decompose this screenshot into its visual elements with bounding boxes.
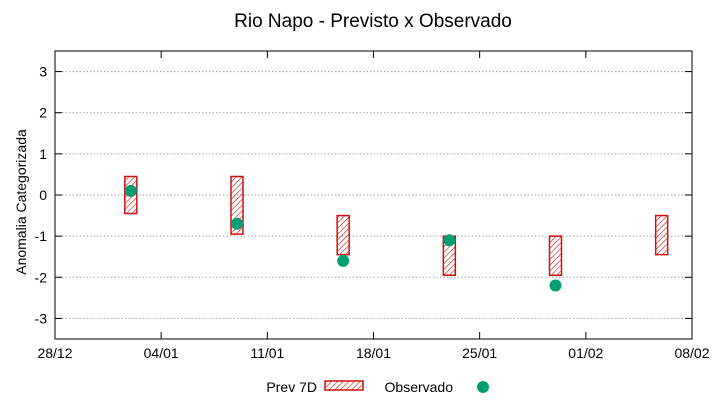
observed-point [124, 184, 137, 197]
y-tick-label: -3 [35, 310, 48, 326]
chart-title: Rio Napo - Previsto x Observado [234, 11, 512, 32]
x-axis: 28/12 04/01 11/01 18/01 25/01 01/02 08/02 [37, 51, 710, 361]
y-tick-label: 2 [39, 105, 47, 121]
y-tick-label: -2 [35, 269, 48, 285]
legend-marker-observado [477, 381, 489, 393]
legend-swatch-prev-7d [324, 380, 364, 391]
y-axis-label: Anomalia Categorizada [13, 129, 29, 275]
forecast-range-box [548, 235, 563, 276]
forecast-range-series [124, 175, 669, 276]
legend: Prev 7D Observado [266, 379, 489, 395]
legend-label-prev-7d: Prev 7D [266, 379, 317, 395]
x-tick-label: 08/02 [674, 345, 709, 361]
y-axis: 3 2 1 0 -1 -2 -3 [35, 64, 692, 326]
x-tick-label: 28/12 [37, 345, 72, 361]
x-tick-label: 11/01 [250, 345, 284, 361]
x-tick-label: 04/01 [144, 345, 179, 361]
x-tick-label: 25/01 [462, 345, 497, 361]
legend-label-observado: Observado [385, 379, 454, 395]
forecast-range-box [654, 214, 669, 256]
y-tick-label: 3 [39, 64, 47, 80]
gridlines [55, 71, 692, 319]
observed-point [549, 279, 562, 292]
x-tick-label: 18/01 [356, 345, 391, 361]
y-tick-label: 1 [39, 146, 47, 162]
forecast-range-box [336, 214, 350, 256]
x-tick-label: 01/02 [568, 345, 603, 361]
y-tick-label: 0 [39, 187, 47, 203]
observed-point [443, 234, 456, 247]
y-tick-label: -1 [35, 228, 48, 244]
observed-point [231, 217, 243, 230]
observed-point [337, 254, 350, 267]
observed-series [124, 184, 562, 292]
